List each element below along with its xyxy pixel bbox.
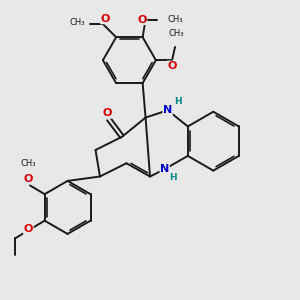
Text: O: O bbox=[103, 108, 112, 118]
Text: CH₃: CH₃ bbox=[168, 15, 183, 24]
Text: O: O bbox=[167, 61, 177, 71]
Text: H: H bbox=[169, 173, 177, 182]
Text: CH₃: CH₃ bbox=[70, 18, 85, 27]
Text: O: O bbox=[24, 174, 33, 184]
Text: H: H bbox=[174, 97, 182, 106]
Text: O: O bbox=[137, 15, 147, 25]
Text: N: N bbox=[163, 105, 172, 115]
Text: CH₃: CH₃ bbox=[169, 29, 184, 38]
Text: O: O bbox=[24, 224, 33, 235]
Text: N: N bbox=[160, 164, 169, 174]
Text: CH₃: CH₃ bbox=[21, 159, 36, 168]
Text: O: O bbox=[100, 14, 110, 24]
